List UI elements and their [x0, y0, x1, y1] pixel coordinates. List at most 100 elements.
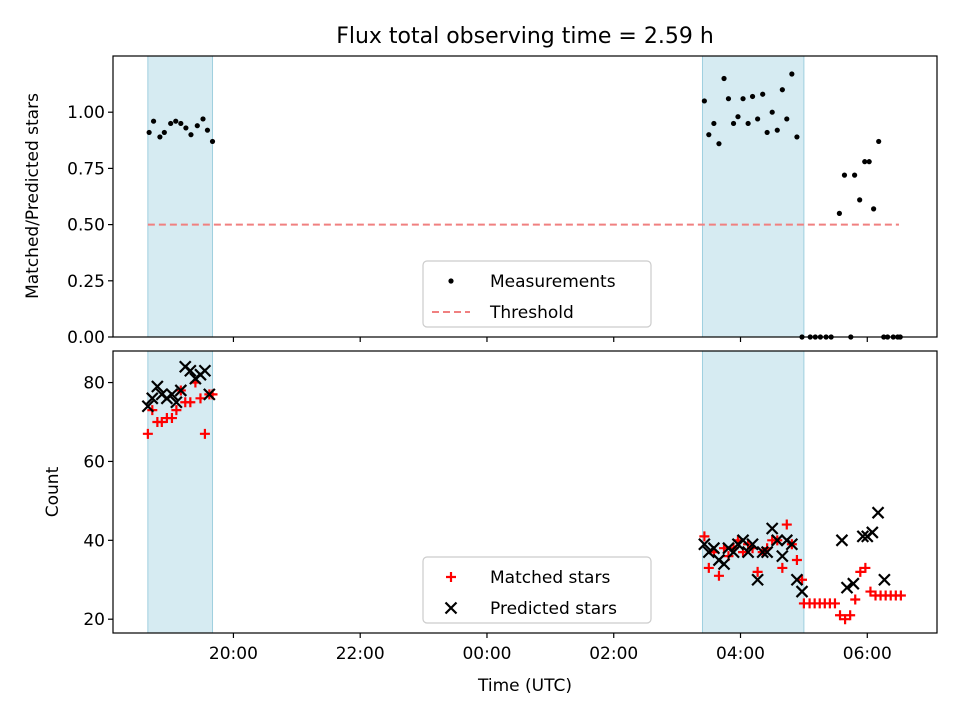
- measurement-point: [150, 118, 157, 124]
- predicted-star-point: [698, 537, 711, 551]
- matched-star-point: [855, 566, 866, 577]
- predicted-star-point: [776, 549, 789, 563]
- y-tick-label: 0.75: [67, 159, 105, 179]
- measurement-point: [701, 98, 707, 104]
- y-tick-label: 20: [83, 610, 105, 630]
- legend: Measurements Threshold: [422, 260, 652, 328]
- matched-star-point: [796, 574, 807, 585]
- measurement-point: [730, 120, 737, 127]
- predicted-star-point: [707, 541, 721, 555]
- matched-star-point: [829, 598, 840, 609]
- matched-star-point: [860, 562, 871, 573]
- matched-star-point: [865, 586, 876, 597]
- x-tick-label: 20:00: [209, 644, 258, 664]
- predicted-star-point: [770, 534, 784, 547]
- measurement-point: [836, 210, 842, 216]
- predicted-star-point: [760, 545, 774, 559]
- measurement-point: [857, 197, 863, 203]
- matched-star-point: [185, 397, 196, 408]
- predicted-star-point: [751, 573, 764, 587]
- measurement-point: [168, 120, 174, 127]
- measurement-point: [706, 132, 712, 138]
- bottom-panel: 20 40 60 80 20:00 22:00 00:00 02:00 04:00 06:00 Ma…: [83, 350, 938, 664]
- chart-title: Flux total observing time = 2.59 h: [336, 24, 714, 49]
- measurement-point: [749, 93, 756, 100]
- y-tick-label: 80: [83, 374, 105, 394]
- measurement-point: [200, 116, 206, 122]
- measurement-point: [774, 127, 780, 133]
- top-y-axis-label: Matched/Predicted stars: [23, 93, 43, 299]
- x-tick-label: 02:00: [589, 644, 638, 664]
- observing-interval-shade: [701, 350, 805, 634]
- matched-star-point: [850, 594, 861, 605]
- measurement-point: [204, 127, 211, 133]
- predicted-star-point: [174, 384, 188, 397]
- legend-label: Predicted stars: [490, 599, 617, 619]
- measurement-point: [173, 118, 179, 124]
- matched-star-point: [752, 566, 763, 577]
- measurement-point: [876, 138, 882, 145]
- top-panel: 0.00 0.25 0.50 0.75 1.00 Measurements Threshol…: [67, 55, 938, 348]
- measurement-point: [769, 109, 775, 115]
- predicted-star-point: [840, 581, 854, 594]
- measurement-point: [871, 206, 877, 212]
- predicted-star-point: [756, 545, 769, 559]
- predicted-star-point: [727, 545, 740, 559]
- legend-predicted-swatch: [444, 601, 458, 615]
- matched-star-point: [791, 555, 802, 566]
- predicted-star-point: [141, 399, 155, 413]
- measurement-point: [725, 96, 732, 102]
- legend-frame: [422, 260, 652, 328]
- measurement-point: [789, 71, 795, 77]
- measurement-point: [146, 129, 152, 136]
- x-tick-label: 22:00: [336, 644, 385, 664]
- predicted-star-point: [146, 392, 159, 405]
- matched-star-point: [166, 413, 177, 424]
- predicted-star-point: [165, 388, 179, 401]
- measurement-point: [161, 129, 167, 136]
- observing-interval-shade: [147, 55, 214, 338]
- matched-star-point: [699, 531, 710, 542]
- matched-star-point: [713, 570, 724, 581]
- measurement-point: [794, 134, 800, 140]
- matched-star-point: [199, 428, 210, 439]
- predicted-star-point: [746, 537, 759, 551]
- matched-star-point: [195, 393, 206, 404]
- measurement-point: [740, 96, 746, 102]
- measurement-point: [209, 138, 216, 145]
- matched-star-point: [171, 405, 182, 416]
- predicted-star-point: [785, 537, 799, 551]
- legend-frame: [422, 556, 652, 624]
- predicted-star-point: [847, 577, 860, 590]
- predicted-star-point: [866, 526, 879, 539]
- predicted-star-point: [871, 506, 885, 519]
- measurement-point: [178, 120, 184, 127]
- matched-star-point: [142, 428, 153, 439]
- measurement-point: [841, 172, 848, 178]
- y-tick-label: 0.50: [67, 216, 105, 236]
- y-tick-label: 40: [83, 531, 105, 551]
- x-tick-label: 04:00: [716, 644, 765, 664]
- measurement-point: [862, 159, 868, 165]
- matched-star-point: [840, 614, 851, 625]
- matched-star-point: [703, 562, 714, 573]
- measurement-point: [711, 120, 717, 127]
- matched-star-point: [845, 610, 856, 621]
- measurement-point: [745, 120, 751, 127]
- predicted-star-point: [170, 395, 183, 409]
- axes-frame: [112, 350, 938, 634]
- legend-label: Threshold: [489, 303, 574, 323]
- legend-measurement-swatch: [448, 278, 454, 284]
- predicted-star-point: [151, 380, 164, 393]
- predicted-star-point: [203, 388, 216, 401]
- measurement-point: [755, 116, 761, 122]
- measurement-point: [735, 114, 741, 120]
- legend-label: Measurements: [490, 272, 616, 292]
- matched-star-point: [895, 590, 906, 601]
- bottom-y-axis-label: Count: [43, 466, 63, 517]
- measurement-point: [764, 129, 770, 136]
- y-tick-label: 0.25: [67, 272, 105, 292]
- predicted-star-point: [198, 364, 212, 377]
- matched-star-point: [835, 610, 846, 621]
